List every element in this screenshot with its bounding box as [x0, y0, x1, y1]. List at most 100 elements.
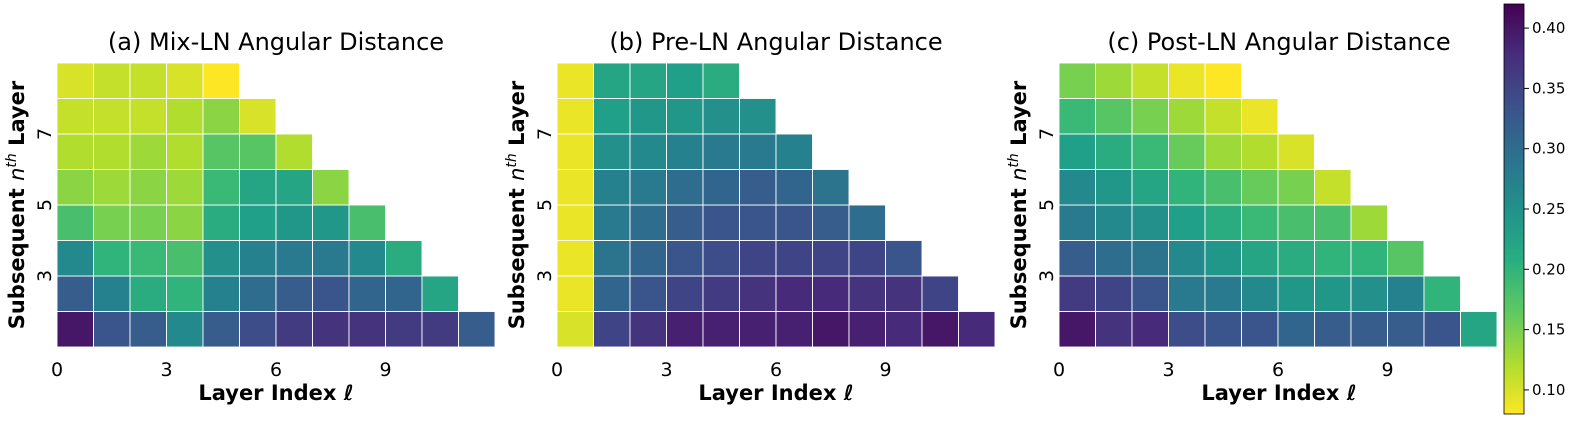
heatmap-cell	[1168, 204, 1206, 241]
heatmap-cell	[1131, 204, 1169, 241]
colorbar-tick-label: 0.25	[1532, 200, 1565, 218]
heatmap-panel-post-ln: (c) Post-LN Angular Distance 0 3 6 9 3 5 7 La…	[1006, 28, 1498, 405]
heatmap-cell	[556, 204, 594, 241]
heatmap-cell	[1131, 311, 1169, 348]
heatmap-cell	[739, 275, 777, 312]
heatmap-cell	[702, 204, 740, 241]
heatmap-cell	[702, 98, 740, 135]
x-tick-labels: 0 3 6 9	[51, 359, 392, 381]
heatmap-cell	[312, 240, 350, 277]
heatmap-cell	[1350, 240, 1388, 277]
colorbar-tick-label: 0.15	[1532, 321, 1565, 339]
heatmap-cell	[666, 204, 704, 241]
x-tick-label: 3	[660, 359, 672, 381]
x-tick-label: 6	[270, 359, 282, 381]
heatmap-cell	[275, 311, 313, 348]
heatmap-cell	[702, 275, 740, 312]
heatmap-cell	[1168, 240, 1206, 277]
heatmap-cell	[56, 204, 94, 241]
heatmap-cell	[1095, 240, 1133, 277]
colorbar-tick-label: 0.30	[1532, 140, 1565, 158]
panel-title: (b) Pre-LN Angular Distance	[609, 28, 942, 56]
heatmap-cell	[1204, 62, 1242, 99]
x-tick-label: 6	[1272, 359, 1284, 381]
heatmap-cell	[1204, 275, 1242, 312]
heatmap-cell	[1387, 275, 1425, 312]
colorbar-tick-label: 0.20	[1532, 260, 1565, 278]
panel-title: (a) Mix-LN Angular Distance	[108, 28, 444, 56]
heatmap-cell	[1350, 311, 1388, 348]
x-axis-label: Layer Index ℓ	[1201, 381, 1356, 405]
heatmap-cell	[348, 275, 386, 312]
heatmap-cell	[593, 133, 631, 170]
heatmap-cell	[1204, 311, 1242, 348]
heatmap-cell	[1168, 311, 1206, 348]
heatmap-cell	[312, 169, 350, 206]
heatmap-cell	[1204, 240, 1242, 277]
heatmap-cell	[129, 275, 167, 312]
heatmap-cell	[593, 275, 631, 312]
heatmap-cell	[739, 133, 777, 170]
heatmap-cell	[1277, 240, 1315, 277]
x-tick-labels: 0 3 6 9	[1053, 359, 1394, 381]
heatmap-cell	[421, 275, 459, 312]
heatmap-cell	[421, 311, 459, 348]
heatmap-cell	[239, 311, 277, 348]
heatmap-cell	[1131, 169, 1169, 206]
heatmap-cell	[739, 311, 777, 348]
heatmap-cell	[775, 133, 813, 170]
heatmap-cell	[1168, 169, 1206, 206]
heatmap-cell	[1204, 98, 1242, 135]
heatmap-cell	[775, 275, 813, 312]
heatmap-cell	[129, 311, 167, 348]
heatmap-cell	[1168, 133, 1206, 170]
heatmap-cell	[739, 240, 777, 277]
heatmap-cell	[848, 240, 886, 277]
heatmap-cell	[666, 240, 704, 277]
x-tick-label: 3	[160, 359, 172, 381]
heatmap-cell	[129, 98, 167, 135]
heatmap-cell	[56, 133, 94, 170]
heatmap-cell	[812, 169, 850, 206]
heatmap-cell	[556, 240, 594, 277]
heatmap-cell	[1241, 204, 1279, 241]
heatmap-cell	[1277, 204, 1315, 241]
heatmap-cell	[885, 311, 923, 348]
heatmap-cell	[348, 204, 386, 241]
heatmap-cell	[202, 133, 240, 170]
heatmap-cell	[458, 311, 496, 348]
heatmap-cell	[1168, 62, 1206, 99]
heatmap-cell	[166, 240, 204, 277]
heatmap-cell	[385, 275, 423, 312]
heatmap-cell	[666, 275, 704, 312]
heatmap-cell	[556, 62, 594, 99]
heatmap-cell	[202, 98, 240, 135]
heatmap-cell	[629, 62, 667, 99]
heatmap-cell	[1204, 169, 1242, 206]
heatmap-cell	[848, 311, 886, 348]
heatmap-cell	[56, 240, 94, 277]
heatmap-cell	[1131, 62, 1169, 99]
heatmap-cell	[556, 275, 594, 312]
y-tick-labels: 3 5 7	[534, 128, 556, 282]
heatmap-cell	[1058, 275, 1096, 312]
y-axis-label: Subsequent nth Layer	[4, 80, 29, 329]
heatmap-cell	[348, 311, 386, 348]
heatmap-cell	[775, 204, 813, 241]
heatmap-cell	[1387, 311, 1425, 348]
heatmap-cell	[629, 240, 667, 277]
heatmap-cell	[1058, 133, 1096, 170]
heatmap-cell	[775, 311, 813, 348]
colorbar-tick-label: 0.40	[1532, 19, 1565, 37]
heatmap-cell	[666, 311, 704, 348]
heatmap-cell	[93, 311, 131, 348]
heatmap-cell	[1095, 275, 1133, 312]
x-tick-label: 0	[1053, 359, 1065, 381]
heatmap-cell	[739, 169, 777, 206]
heatmap-cell	[1277, 275, 1315, 312]
heatmap-cell	[1095, 204, 1133, 241]
heatmap-cell	[702, 169, 740, 206]
heatmap-cell	[1095, 98, 1133, 135]
heatmap-cell	[93, 62, 131, 99]
